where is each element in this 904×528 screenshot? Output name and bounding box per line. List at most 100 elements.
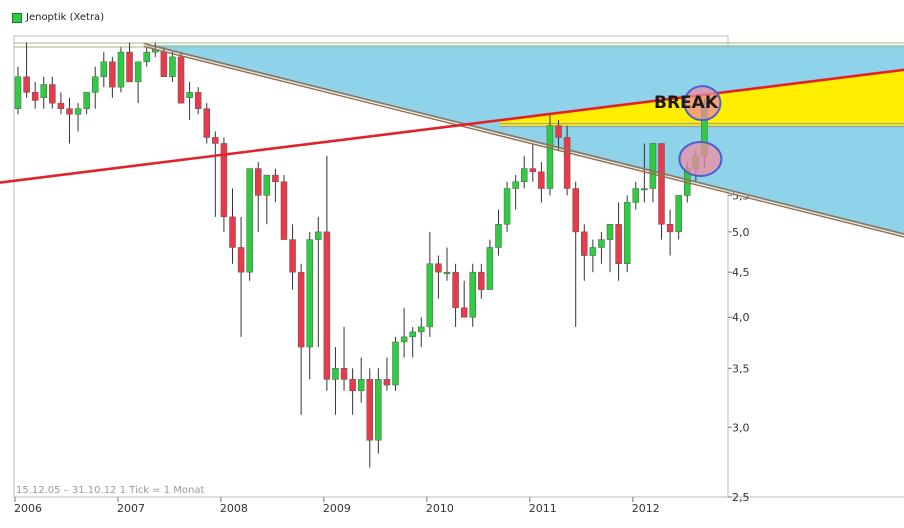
candle-down — [49, 84, 56, 104]
candle-down — [212, 137, 219, 144]
candle-down — [126, 51, 133, 83]
candle-up — [392, 341, 399, 386]
legend-label: Jenoptik (Xetra) — [26, 12, 105, 23]
break-circle-lower — [678, 140, 723, 177]
candle-up — [623, 202, 631, 265]
downtrend-line — [143, 45, 904, 238]
date-range-info: 15.12.05 – 31.10.12 1 Tick = 1 Monat — [16, 485, 205, 496]
candle-up — [409, 331, 416, 338]
candle-up — [263, 174, 271, 196]
x-tick-label: 2012 — [632, 502, 660, 515]
candle-up — [606, 224, 614, 240]
candle-down — [349, 379, 356, 392]
candle-down — [203, 108, 211, 138]
y-tick-label: 4,0 — [732, 311, 750, 324]
candle-up — [418, 326, 425, 333]
candle-up — [632, 188, 640, 203]
candle-up — [589, 247, 597, 256]
candle-down — [220, 143, 228, 218]
candle-down — [323, 231, 331, 380]
candle-up — [169, 56, 176, 78]
candle-down — [23, 76, 30, 93]
candle-down — [237, 247, 245, 273]
candle-down — [666, 224, 674, 233]
x-tick-label: 2006 — [14, 502, 42, 515]
candle-up — [357, 379, 365, 392]
candle-up — [520, 168, 528, 182]
candle-up — [375, 379, 382, 441]
candle-up — [14, 76, 22, 109]
candle-up — [503, 188, 511, 225]
candle-down — [563, 137, 571, 189]
candle-down — [555, 125, 562, 138]
candle-down — [31, 92, 39, 101]
candle-down — [452, 271, 459, 309]
candle-down — [160, 51, 168, 78]
candle-down — [289, 239, 296, 273]
candle-up — [400, 336, 408, 343]
candle-down — [254, 168, 262, 196]
candle-up — [315, 231, 322, 240]
candle-down — [194, 92, 202, 109]
x-tick-label: 2009 — [323, 502, 351, 515]
candle-up — [426, 263, 434, 328]
legend: Jenoptik (Xetra) — [12, 12, 104, 23]
candle-up — [641, 188, 648, 191]
x-tick-label: 2011 — [529, 502, 557, 515]
candle-up — [512, 181, 519, 189]
candle-down — [478, 271, 485, 290]
candle-down — [572, 188, 579, 233]
candle-up — [486, 247, 494, 290]
candle-up — [495, 224, 502, 248]
x-tick-label: 2008 — [220, 502, 248, 515]
y-tick-label: 3,0 — [732, 421, 750, 434]
candle-up — [546, 125, 554, 189]
candle-down — [280, 181, 288, 240]
candle-up — [598, 239, 605, 248]
break-annotation: BREAK — [654, 93, 719, 113]
uptrend-line — [0, 68, 904, 184]
candle-down — [460, 307, 468, 318]
y-tick-label: 5,0 — [732, 226, 750, 239]
candle-down — [538, 171, 545, 189]
candle-down — [366, 379, 374, 441]
candle-up — [91, 76, 99, 93]
candle-up — [117, 51, 125, 88]
candle-down — [109, 61, 116, 88]
candle-up — [134, 61, 142, 83]
legend-swatch — [12, 12, 22, 23]
candle-up — [83, 92, 90, 109]
y-tick-label: 4,5 — [732, 266, 750, 279]
y-tick-label: 2,5 — [732, 491, 750, 504]
x-tick-label: 2007 — [117, 502, 145, 515]
candle-down — [229, 216, 236, 248]
candle-down — [297, 271, 305, 348]
candle-up — [246, 168, 253, 273]
break-circle-upper — [683, 85, 722, 122]
candle-up — [40, 84, 47, 98]
candle-down — [435, 263, 442, 273]
candle-down — [529, 168, 537, 173]
candle-up — [332, 368, 339, 380]
candle-up — [74, 108, 82, 115]
candle-down — [581, 231, 588, 256]
downtrend-line — [143, 42, 904, 235]
candle-down — [340, 368, 348, 380]
candle-up — [143, 51, 150, 63]
candle-up — [100, 61, 108, 78]
candle-up — [675, 195, 682, 233]
y-tick-label: 3,5 — [732, 362, 750, 375]
candle-down — [57, 102, 65, 109]
candle-down — [272, 174, 279, 182]
candle-down — [658, 143, 665, 225]
candle-down — [383, 379, 391, 386]
candle-down — [177, 56, 185, 104]
candle-down — [66, 108, 73, 115]
candle-up — [469, 271, 476, 318]
candle-down — [615, 224, 622, 265]
candle-up — [649, 143, 657, 189]
candle-up — [306, 239, 313, 348]
candle-up — [186, 92, 193, 98]
